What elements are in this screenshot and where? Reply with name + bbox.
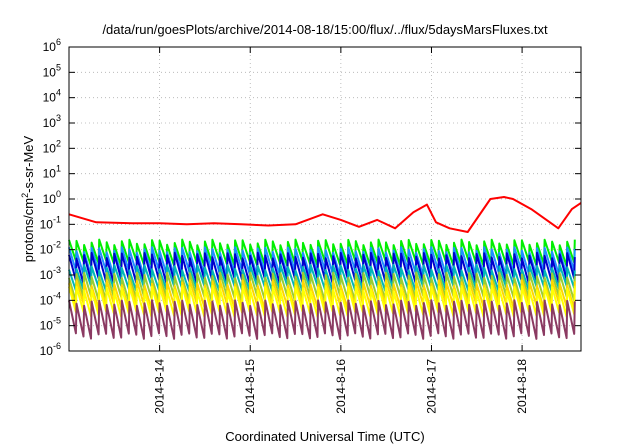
x-axis-label: Coordinated Universal Time (UTC)	[225, 429, 424, 444]
y-tick-label: 10-6	[40, 341, 61, 358]
series-group	[68, 196, 582, 340]
x-tick-label: 2014-8-16	[334, 359, 348, 414]
y-tick-labels: 10-6 10-5 10-4 10-3 10-2 10-1 100 101 102 103 104 1…	[40, 37, 61, 358]
y-tick-label: 104	[43, 88, 61, 105]
y-tick-label: 105	[43, 62, 61, 79]
y-axis-label-pre: protons/cm	[21, 198, 36, 262]
series-line-1	[68, 196, 582, 233]
y-tick-label: 106	[43, 37, 61, 54]
y-tick-label: 102	[43, 138, 61, 155]
y-tick-label: 10-3	[40, 265, 61, 282]
x-tick-label: 2014-8-15	[243, 359, 257, 414]
y-axis-label-sup: 2	[20, 193, 30, 198]
x-tick-label: 2014-8-14	[153, 359, 167, 414]
y-axis-label: protons/cm2-s-sr-MeV	[20, 135, 36, 262]
y-tick-label: 10-1	[40, 214, 61, 231]
x-tick-label: 2014-8-18	[515, 359, 529, 414]
axis-ticks	[69, 46, 581, 352]
y-tick-label: 103	[43, 113, 61, 130]
y-axis-label-post: -s-sr-MeV	[21, 135, 36, 192]
chart-title: /data/run/goesPlots/archive/2014-08-18/1…	[102, 22, 548, 37]
y-tick-label: 100	[43, 189, 61, 206]
y-tick-label: 101	[43, 164, 61, 181]
x-tick-label: 2014-8-17	[424, 359, 438, 414]
series-line-9	[68, 299, 576, 340]
x-tick-labels: 2014-8-14 2014-8-15 2014-8-16 2014-8-17 2014…	[153, 359, 529, 414]
y-tick-label: 10-4	[40, 290, 61, 307]
y-tick-label: 10-5	[40, 316, 61, 333]
y-tick-label: 10-2	[40, 240, 61, 257]
